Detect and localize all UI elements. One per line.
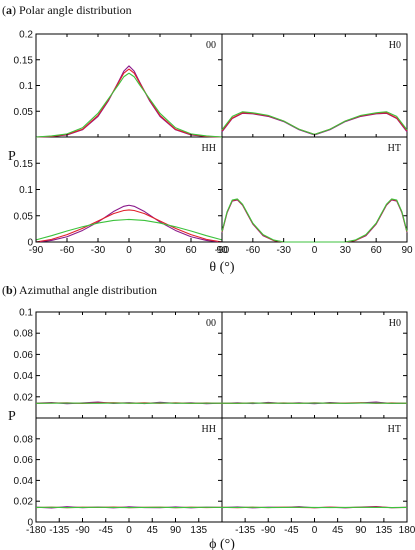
azimuthal-x-tick-label: -45: [99, 525, 114, 536]
azimuthal-y-tick-label: 0: [27, 518, 33, 529]
polar-panel-label: H0: [389, 40, 401, 51]
azimuthal-x-tick-label: -45: [284, 525, 299, 536]
polar-y-tick-label: 0.2: [19, 30, 33, 41]
polar-x-axis-label: θ (°): [209, 260, 234, 275]
azimuthal-chart: 000.10.080.060.040.02H0HH0.080.060.040.0…: [14, 308, 415, 537]
polar-y-tick-label: 0.15: [14, 159, 34, 170]
azimuthal-y-tick-label: 0.08: [14, 434, 34, 445]
polar-y-tick-label: 0.05: [14, 107, 34, 118]
polar-x-tick-label: 0: [126, 245, 132, 256]
azimuthal-y-tick-label: 0.1: [19, 308, 33, 319]
azimuthal-panel-label: HT: [388, 424, 401, 435]
figure-a-title: (a) Polar angle distribution: [2, 3, 132, 17]
polar-x-tick-label: 60: [371, 245, 383, 256]
azimuthal-x-axis-label: ϕ (°): [209, 537, 235, 550]
polar-x-tick-label: 90: [401, 245, 413, 256]
azimuthal-y-tick-label: 0.04: [14, 476, 34, 487]
polar-series-line: [35, 65, 223, 138]
polar-x-tick-label: 30: [340, 245, 352, 256]
polar-y-axis-label: P: [8, 149, 16, 164]
polar-x-tick-label: -30: [276, 245, 291, 256]
azimuthal-x-tick-label: 90: [355, 525, 367, 536]
polar-series-line: [221, 112, 408, 136]
polar-panel-label: HT: [388, 143, 401, 154]
azimuthal-x-tick-label: 135: [190, 525, 207, 536]
azimuthal-y-tick-label: 0.06: [14, 455, 34, 466]
polar-y-tick-label: 0.1: [19, 185, 33, 196]
azimuthal-x-tick-label: -90: [261, 525, 276, 536]
polar-series-line: [221, 198, 408, 243]
azimuthal-x-tick-label: 45: [332, 525, 344, 536]
polar-series-line: [35, 209, 223, 243]
polar-x-tick-label: 60: [185, 245, 197, 256]
azimuthal-y-tick-label: 0.08: [14, 329, 34, 340]
polar-x-tick-label: -60: [60, 245, 75, 256]
polar-series-line: [35, 72, 223, 138]
polar-x-tick-label: -90: [215, 245, 230, 256]
polar-y-tick-label: 0: [27, 238, 33, 249]
polar-panel-label: 00: [206, 40, 216, 51]
azimuthal-panel-label: 00: [206, 318, 216, 329]
azimuthal-x-tick-label: -90: [75, 525, 90, 536]
polar-x-tick-label: -60: [246, 245, 261, 256]
polar-series-line: [35, 68, 223, 138]
azimuthal-x-tick-label: 0: [126, 525, 132, 536]
polar-panel-label: HH: [202, 143, 216, 154]
azimuthal-x-tick-label: 90: [170, 525, 182, 536]
azimuthal-x-tick-label: 0: [312, 525, 318, 536]
azimuthal-x-tick-label: -135: [49, 525, 69, 536]
azimuthal-y-tick-label: 0.06: [14, 350, 34, 361]
polar-y-tick-label: 0.15: [14, 55, 34, 66]
polar-y-tick-label: 0.1: [19, 81, 33, 92]
azimuthal-panel-label: HH: [202, 424, 216, 435]
polar-x-tick-label: 30: [154, 245, 166, 256]
polar-x-tick-label: -30: [91, 245, 106, 256]
polar-series-line: [35, 218, 223, 241]
figure-b-title-text: Azimuthal angle distribution: [19, 283, 157, 297]
azimuthal-y-tick-label: 0.02: [14, 497, 34, 508]
polar-series-line: [221, 112, 408, 135]
figure-b-title: (b) Azimuthal angle distribution: [2, 283, 157, 297]
polar-series-line: [221, 111, 408, 135]
azimuthal-x-tick-label: 180: [399, 525, 415, 536]
polar-x-tick-label: -90: [29, 245, 44, 256]
azimuthal-x-tick-label: 135: [376, 525, 393, 536]
azimuthal-y-tick-label: 0.02: [14, 392, 34, 403]
polar-series-line: [35, 204, 223, 243]
azimuthal-panel-label: H0: [389, 318, 401, 329]
azimuthal-x-tick-label: -135: [235, 525, 255, 536]
azimuthal-x-tick-label: -180: [26, 525, 46, 536]
azimuthal-y-tick-label: 0.04: [14, 371, 34, 382]
polar-x-tick-label: 0: [312, 245, 318, 256]
polar-series-line: [221, 198, 408, 243]
polar-y-tick-label: 0.05: [14, 211, 34, 222]
polar-x-tick-label: 90: [216, 245, 228, 256]
polar-series-line: [221, 199, 408, 243]
azimuthal-x-tick-label: 45: [147, 525, 159, 536]
figure-a-letter: a: [6, 3, 12, 17]
azimuthal-y-axis-label: P: [8, 409, 16, 424]
figure-b-letter: b: [6, 283, 13, 297]
figure-a-title-text: Polar angle distribution: [19, 3, 132, 17]
